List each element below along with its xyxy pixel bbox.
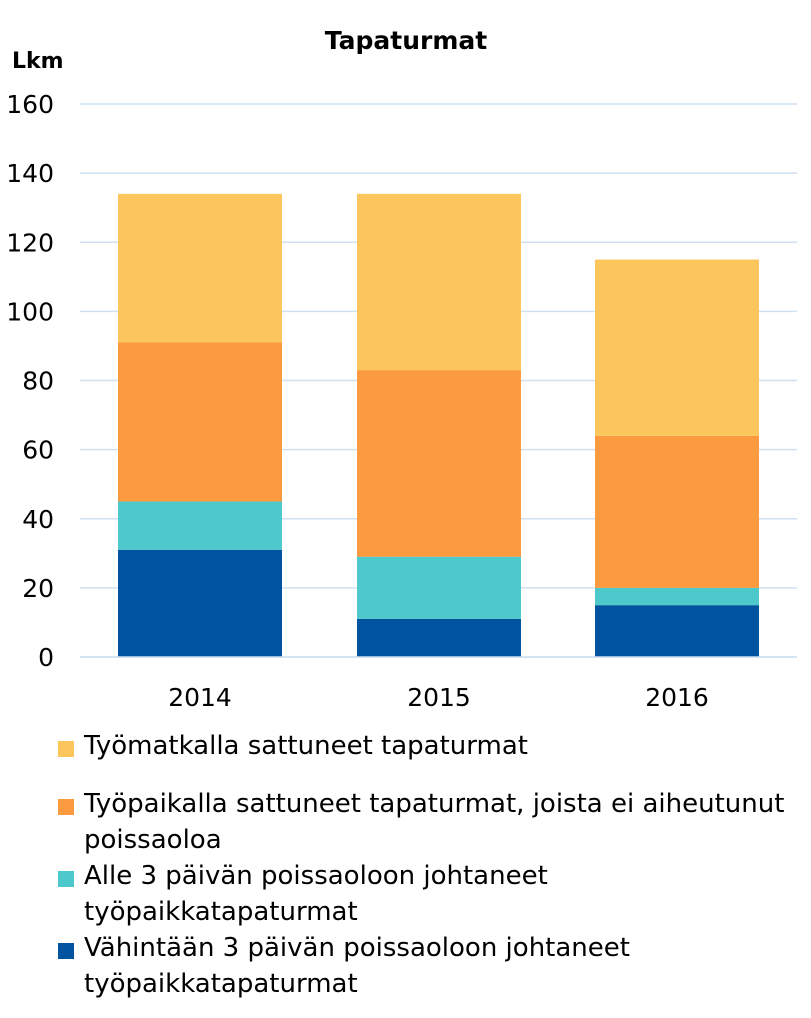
y-tick-label: 80 <box>22 367 54 396</box>
x-axis-ticks: 2014 2015 2016 <box>168 683 709 712</box>
legend-swatch <box>58 943 74 959</box>
bar-segment-2016-series-3 <box>595 435 759 588</box>
legend-swatch <box>58 799 74 815</box>
y-tick-label: 60 <box>22 436 54 465</box>
stacked-bar-chart: Tapaturmat Lkm 0 20 40 60 80 100 120 140 160 201… <box>6 26 797 712</box>
y-tick-label: 160 <box>6 90 54 119</box>
y-tick-label: 40 <box>22 505 54 534</box>
legend-label: Työmatkalla sattuneet tapaturmat <box>84 731 528 761</box>
y-tick-label: 100 <box>6 297 54 326</box>
y-tick-label: 20 <box>22 574 54 603</box>
y-axis-label: Lkm <box>12 49 64 74</box>
legend-item: Alle 3 päivän poissaoloon johtaneet työp… <box>58 858 798 930</box>
bar-segment-2016-series-4 <box>595 259 759 436</box>
x-tick-label: 2016 <box>645 683 709 712</box>
legend: Työmatkalla sattuneet tapaturmat Työpaika… <box>58 728 798 1002</box>
y-tick-label: 0 <box>38 643 54 672</box>
legend-item: Vähintään 3 päivän poissaoloon johtaneet… <box>58 930 798 1002</box>
legend-label: Vähintään 3 päivän poissaoloon johtaneet… <box>84 933 630 999</box>
bar-segment-2014-series-4 <box>118 193 282 343</box>
bars <box>80 193 797 658</box>
bar-segment-2014-series-1 <box>118 549 282 657</box>
bar-segment-2015-series-4 <box>357 193 521 371</box>
x-tick-label: 2014 <box>168 683 232 712</box>
bar-segment-2014-series-3 <box>118 342 282 502</box>
chart-title: Tapaturmat <box>325 26 487 55</box>
bar-segment-2016-series-1 <box>595 605 759 657</box>
legend-label: Alle 3 päivän poissaoloon johtaneet työp… <box>84 861 548 927</box>
legend-swatch <box>58 871 74 887</box>
y-tick-label: 120 <box>6 228 54 257</box>
legend-item: Työmatkalla sattuneet tapaturmat <box>58 728 798 764</box>
bar-segment-2015-series-3 <box>357 370 521 557</box>
legend-label: Työpaikalla sattuneet tapaturmat, joista… <box>84 789 785 855</box>
legend-swatch <box>58 741 74 757</box>
bar-segment-2015-series-2 <box>357 556 521 619</box>
bar-segment-2015-series-1 <box>357 618 521 657</box>
y-tick-label: 140 <box>6 159 54 188</box>
bar-segment-2014-series-2 <box>118 501 282 550</box>
x-tick-label: 2015 <box>407 683 471 712</box>
legend-item: Työpaikalla sattuneet tapaturmat, joista… <box>58 786 798 858</box>
bar-segment-2016-series-2 <box>595 587 759 606</box>
y-axis-ticks: 0 20 40 60 80 100 120 140 160 <box>6 90 54 672</box>
